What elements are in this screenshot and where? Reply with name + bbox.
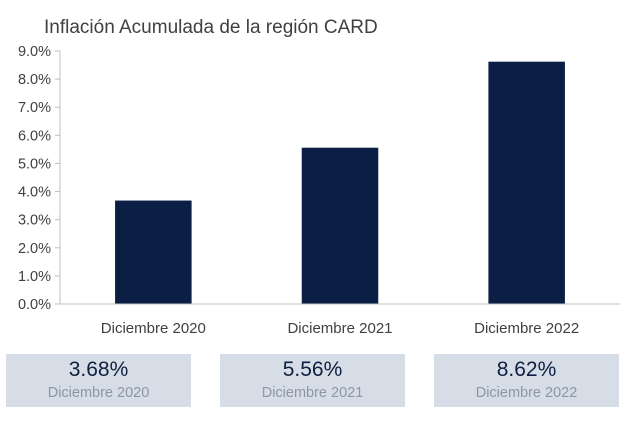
bar <box>488 61 565 304</box>
y-tick-label: 9.0% <box>18 44 51 60</box>
card-value: 3.68% <box>68 358 129 381</box>
bar <box>115 200 192 304</box>
x-tick-label: Diciembre 2020 <box>101 320 206 337</box>
x-axis: Diciembre 2020 Diciembre 2021 Diciembre 20… <box>60 303 620 337</box>
y-axis: 0.0% 1.0% 2.0% 3.0% 4.0% 5.0% 6.0% 7.0% 8.0% 9.0% <box>18 44 61 313</box>
bar-chart: 0.0% 1.0% 2.0% 3.0% 4.0% 5.0% 6.0% 7.0% 8.0% 9.0%… <box>18 44 620 337</box>
y-tick-label: 3.0% <box>18 213 51 229</box>
summary-card-2022: 8.62% Diciembre 2022 <box>434 354 619 407</box>
x-tick-label: Diciembre 2021 <box>287 320 392 337</box>
summary-card-2021: 5.56% Diciembre 2021 <box>220 354 405 407</box>
y-tick-label: 4.0% <box>18 185 51 201</box>
y-tick-label: 7.0% <box>18 100 51 116</box>
chart-title: Inflación Acumulada de la región CARD <box>44 17 378 38</box>
card-label: Diciembre 2020 <box>47 385 150 401</box>
bars <box>115 61 565 304</box>
y-tick-label: 5.0% <box>18 156 51 172</box>
card-label: Diciembre 2021 <box>261 385 364 401</box>
card-value: 8.62% <box>496 358 557 381</box>
y-tick-label: 6.0% <box>18 128 51 144</box>
summary-card-2020: 3.68% Diciembre 2020 <box>6 354 191 407</box>
card-label: Diciembre 2022 <box>475 385 578 401</box>
bar <box>301 147 379 304</box>
y-tick-label: 8.0% <box>18 72 51 88</box>
y-tick-label: 0.0% <box>18 297 51 313</box>
card-value: 5.56% <box>282 358 343 381</box>
y-tick-label: 1.0% <box>18 269 51 285</box>
x-tick-label: Diciembre 2022 <box>474 320 579 337</box>
y-tick-label: 2.0% <box>18 241 51 257</box>
